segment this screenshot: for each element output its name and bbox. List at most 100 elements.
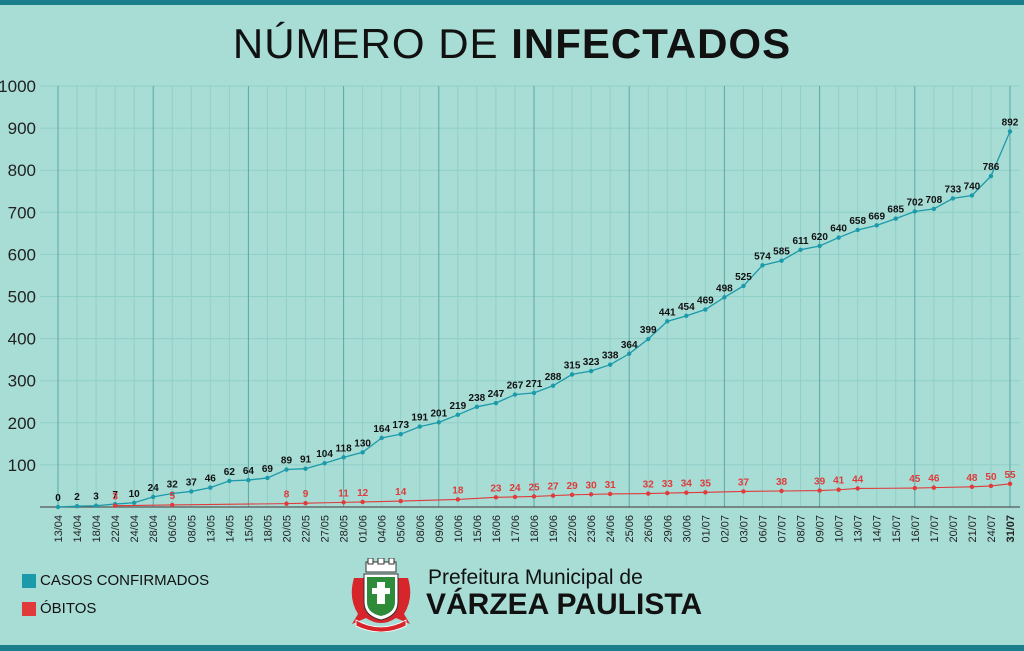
x-tick-label: 15/07 <box>891 515 903 543</box>
deaths-data-label: 24 <box>509 483 521 494</box>
cases-point <box>303 466 308 471</box>
cases-data-label: 201 <box>430 408 447 419</box>
deaths-point <box>531 494 537 499</box>
deaths-point <box>855 486 860 491</box>
y-tick-label: 900 <box>8 119 36 138</box>
cases-point <box>189 489 194 494</box>
deaths-data-label: 29 <box>567 481 579 492</box>
deaths-data-label: 5 <box>169 491 175 502</box>
y-tick-label: 600 <box>8 245 36 264</box>
y-tick-label: 300 <box>8 372 36 391</box>
municipal-coat-of-arms-icon <box>351 558 411 632</box>
y-tick-label: 100 <box>8 456 36 475</box>
deaths-point <box>360 499 365 505</box>
cases-point <box>360 450 365 455</box>
cases-point <box>55 504 61 510</box>
cases-point <box>151 494 156 500</box>
x-tick-label: 18/05 <box>262 515 274 543</box>
deaths-point <box>512 494 518 500</box>
x-tick-label: 15/05 <box>243 515 255 543</box>
cases-data-label: 7 <box>112 490 118 501</box>
cases-data-label: 620 <box>811 232 828 243</box>
deaths-data-label: 39 <box>814 477 826 488</box>
x-tick-label: 15/06 <box>472 515 484 543</box>
title-light: NÚMERO DE <box>232 20 499 67</box>
cases-point <box>550 383 556 388</box>
x-tick-label: 18/04 <box>91 515 103 543</box>
chart-title: NÚMERO DE INFECTADOS <box>0 20 1024 68</box>
x-tick-label: 14/07 <box>872 515 884 543</box>
x-tick-label: 08/05 <box>186 515 198 543</box>
x-tick-label: 08/07 <box>796 515 808 543</box>
x-tick-label: 20/07 <box>948 515 960 543</box>
x-tick-label: 24/07 <box>986 515 998 543</box>
cases-point <box>170 491 175 496</box>
deaths-point <box>493 495 499 500</box>
deaths-data-label: 45 <box>909 474 921 485</box>
deaths-data-label: 48 <box>966 473 978 484</box>
cases-point <box>531 390 537 396</box>
x-tick-label: 06/07 <box>757 515 769 543</box>
cases-point <box>741 283 746 289</box>
cases-point <box>227 478 232 484</box>
x-tick-label: 13/07 <box>853 515 865 543</box>
x-tick-label: 25/06 <box>624 515 636 543</box>
x-tick-label: 22/05 <box>301 515 313 543</box>
x-tick-label: 13/05 <box>205 515 217 543</box>
x-tick-label: 07/07 <box>777 515 789 543</box>
cases-point <box>265 475 270 481</box>
y-tick-label: 200 <box>8 414 36 433</box>
cases-point <box>912 209 917 214</box>
cases-data-label: 399 <box>640 325 657 336</box>
deaths-data-label: 11 <box>338 488 349 499</box>
deaths-data-label: 55 <box>1004 470 1016 481</box>
cases-data-label: 46 <box>205 474 217 485</box>
cases-point <box>760 263 765 268</box>
deaths-data-label: 25 <box>528 482 540 493</box>
cases-point <box>74 503 80 509</box>
deaths-data-label: 32 <box>643 480 655 491</box>
cases-point <box>588 368 594 374</box>
x-tick-label: 17/06 <box>510 515 522 543</box>
legend-label-cases: CASOS CONFIRMADOS <box>40 572 210 589</box>
deaths-point <box>741 489 746 494</box>
deaths-data-label: 30 <box>586 480 598 491</box>
cases-data-label: 37 <box>186 477 198 488</box>
deaths-data-label: 9 <box>303 489 309 500</box>
cases-data-label: 498 <box>716 283 733 294</box>
cases-data-label: 32 <box>167 480 179 491</box>
cases-data-label: 525 <box>735 272 752 283</box>
cases-data-label: 164 <box>373 424 390 435</box>
cases-data-label: 685 <box>887 205 904 216</box>
cases-point <box>379 435 384 441</box>
deaths-data-label: 14 <box>395 487 407 498</box>
cases-point <box>322 461 327 466</box>
cases-point <box>684 313 689 319</box>
cases-data-label: 585 <box>773 247 790 258</box>
cases-data-label: 271 <box>526 379 543 390</box>
deaths-data-label: 31 <box>605 480 617 491</box>
cases-point <box>208 485 213 490</box>
x-tick-label: 18/06 <box>529 515 541 543</box>
cases-point <box>874 223 879 228</box>
cases-data-label: 469 <box>697 296 714 307</box>
deaths-point <box>665 490 670 496</box>
x-tick-label: 23/06 <box>586 515 598 543</box>
x-tick-label: 17/07 <box>929 515 941 543</box>
cases-data-label: 740 <box>964 181 981 192</box>
deaths-point <box>398 498 403 504</box>
x-tick-label: 22/06 <box>567 515 579 543</box>
legend-swatch-cases <box>22 573 36 588</box>
brand-block: Prefeitura Municipal de VÁRZEA PAULISTA <box>346 558 702 638</box>
x-tick-label: 02/07 <box>719 515 731 543</box>
x-tick-label: 21/07 <box>967 515 979 543</box>
x-tick-label: 14/05 <box>224 515 236 543</box>
cases-data-label: 2 <box>74 492 80 503</box>
cases-point <box>779 258 784 263</box>
deaths-data-label: 27 <box>547 482 559 493</box>
cases-data-label: 91 <box>300 455 312 466</box>
x-tick-label: 22/04 <box>110 515 122 543</box>
cases-data-label: 441 <box>659 307 676 318</box>
cases-data-label: 62 <box>224 467 236 478</box>
cases-point <box>436 420 441 425</box>
